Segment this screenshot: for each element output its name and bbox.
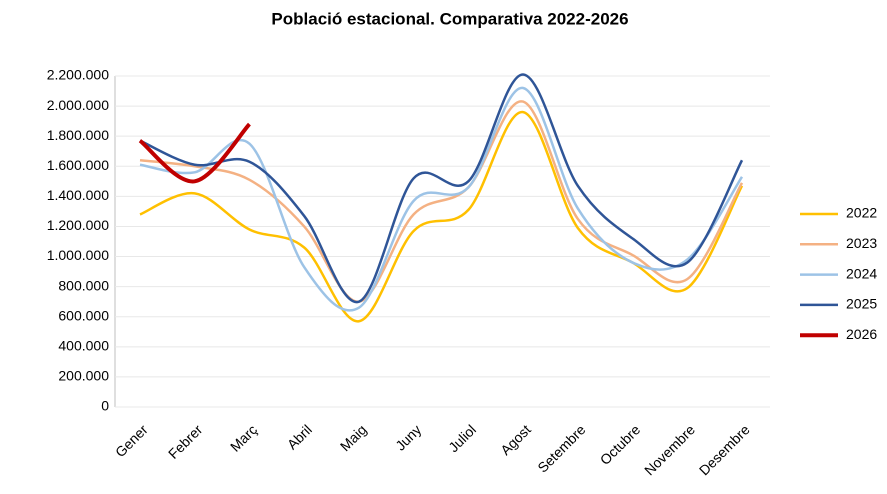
y-tick-label: 0 xyxy=(101,398,109,414)
y-tick-label: 1.200.000 xyxy=(47,217,109,233)
x-tick-label: Abril xyxy=(284,421,315,452)
legend-label: 2025 xyxy=(846,296,877,312)
x-tick-label: Setembre xyxy=(534,421,588,475)
y-tick-label: 2.000.000 xyxy=(47,97,109,113)
x-tick-label: Maig xyxy=(337,421,370,454)
y-tick-label: 1.400.000 xyxy=(47,187,109,203)
y-tick-label: 800.000 xyxy=(58,277,109,293)
series-line xyxy=(139,100,744,303)
y-tick-label: 400.000 xyxy=(58,338,109,354)
x-tick-label: Febrer xyxy=(165,421,206,462)
chart-title: Població estacional. Comparativa 2022-20… xyxy=(271,9,628,28)
y-tick-label: 1.800.000 xyxy=(47,127,109,143)
legend-label: 2026 xyxy=(846,326,877,342)
x-tick-label: Novembre xyxy=(641,421,698,478)
x-tick-label: Desembre xyxy=(696,421,753,478)
series-line xyxy=(139,73,744,303)
x-tick-label: Gener xyxy=(112,421,151,460)
y-tick-label: 600.000 xyxy=(58,307,109,323)
series-line xyxy=(139,110,744,323)
series-line xyxy=(139,86,744,312)
y-tick-label: 1.600.000 xyxy=(47,157,109,173)
x-tick-label: Octubre xyxy=(597,421,644,468)
series-line xyxy=(138,122,251,184)
legend-label: 2022 xyxy=(846,205,877,221)
x-tick-label: Juliol xyxy=(445,421,479,455)
legend-label: 2023 xyxy=(846,235,877,251)
x-tick-label: Març xyxy=(227,421,260,454)
y-tick-label: 1.000.000 xyxy=(47,247,109,263)
x-tick-label: Juny xyxy=(392,421,424,453)
x-tick-label: Agost xyxy=(497,421,534,458)
legend-label: 2024 xyxy=(846,265,877,281)
y-tick-label: 200.000 xyxy=(58,368,109,384)
y-tick-label: 2.200.000 xyxy=(47,67,109,83)
